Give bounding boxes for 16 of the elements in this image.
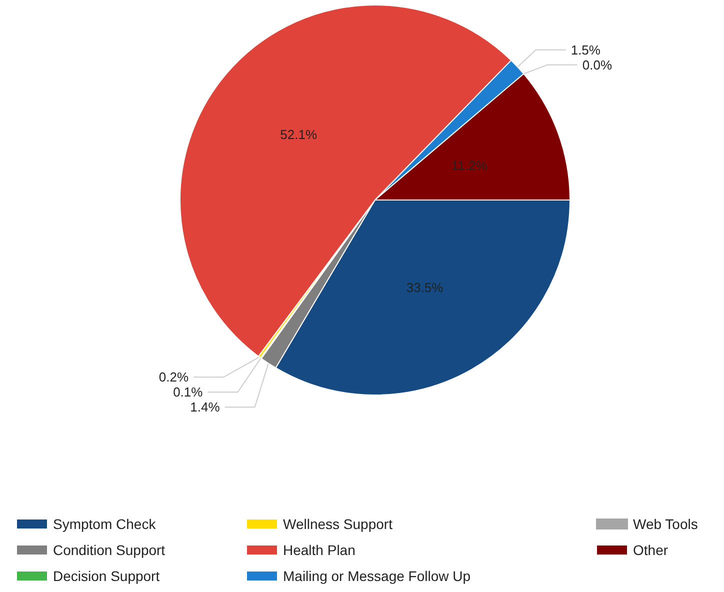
data-label: 33.5% bbox=[406, 280, 444, 295]
legend-label: Decision Support bbox=[53, 568, 160, 584]
legend-label: Wellness Support bbox=[283, 516, 393, 532]
legend-label: Mailing or Message Follow Up bbox=[283, 568, 471, 584]
legend-label: Other bbox=[633, 542, 668, 558]
legend-label: Web Tools bbox=[633, 516, 698, 532]
data-label: 1.5% bbox=[570, 42, 601, 58]
data-label: 1.4% bbox=[190, 400, 220, 415]
data-label: 0.2% bbox=[158, 370, 190, 385]
data-label: 0.1% bbox=[173, 384, 204, 400]
text: 0.0% bbox=[582, 57, 612, 72]
legend-label: Condition Support bbox=[53, 542, 166, 558]
legend-label: Health Plan bbox=[283, 542, 356, 558]
legend-label: Symptom Check bbox=[53, 516, 157, 532]
data-label: 52.1% bbox=[280, 127, 318, 142]
data-label: 11.2% bbox=[451, 158, 488, 173]
